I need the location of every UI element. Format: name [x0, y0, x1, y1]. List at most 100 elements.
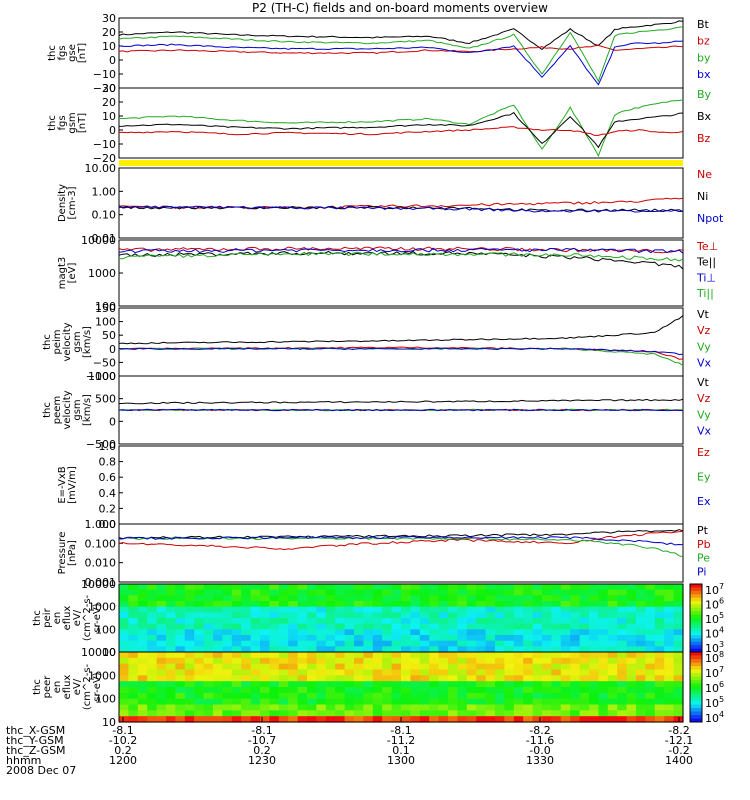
x-row-value: -8.2	[668, 724, 689, 737]
y-axis-label: gsm	[67, 112, 78, 133]
x-row-value: -12.1	[665, 734, 693, 747]
series-line-Vt	[118, 315, 684, 345]
y-tick-label: 0.10	[92, 209, 117, 222]
x-row-value: -8.1	[251, 724, 272, 737]
legend-Ex: Ex	[697, 495, 711, 508]
x-row-value: 1200	[109, 754, 137, 767]
y-axis-label: thc	[42, 402, 53, 418]
y-tick-label: 100	[95, 300, 116, 313]
series-line-Ti⊥	[118, 247, 684, 254]
series-line-Vt	[118, 398, 684, 405]
x-axis-annotation: thc_X-GSM -8.1 -8.1 -8.1 -8.2 -8.2 thc_Y-GSM -1…	[6, 717, 693, 777]
y-tick-label: −100	[86, 370, 116, 383]
legend-Pi: Pi	[697, 565, 706, 578]
panel-frame	[118, 167, 684, 239]
series-line-Vx	[119, 347, 684, 356]
y-tick-label: 0.0	[99, 518, 117, 531]
series-line-Te||	[118, 250, 684, 270]
legend-Vz: Vz	[697, 324, 711, 337]
x-row-label: hhmm	[6, 754, 41, 767]
y-tick-label: 10	[102, 646, 116, 659]
series-line-Pt	[118, 529, 684, 540]
panel-pressure: 1.000 0.100 0.010 0.001 Pressure [nPa] PtPbPeP…	[57, 518, 711, 589]
y-tick-label: 1.0	[99, 440, 117, 453]
legend-Pt: Pt	[697, 524, 709, 537]
y-tick-label: −10	[93, 68, 116, 81]
y-axis-label: eV/	[72, 678, 83, 695]
y-tick-label: 100	[95, 693, 116, 706]
y-axis-label: [nT]	[77, 43, 88, 63]
legend-Ey: Ey	[697, 470, 711, 483]
colorbar-frame	[689, 651, 703, 723]
y-axis-label: Pressure	[57, 532, 68, 575]
legend-Te⊥: Te⊥	[696, 240, 718, 253]
x-row-label: thc_X-GSM	[6, 724, 65, 737]
y-tick-label: 100	[95, 623, 116, 636]
y-tick-label: −10	[93, 138, 116, 151]
colorbar-tick: 108	[705, 650, 724, 665]
panel-frame	[118, 17, 684, 89]
legend-Bx: Bx	[697, 110, 712, 123]
y-tick-label: 10	[102, 110, 116, 123]
y-tick-label: 0	[109, 343, 116, 356]
y-tick-label: 0.4	[99, 487, 117, 500]
y-tick-label: 10	[102, 716, 116, 729]
y-axis-label: [km/s]	[82, 394, 93, 426]
y-axis-label: [mV/m]	[67, 466, 78, 504]
colorbar-tick: 104	[705, 710, 724, 725]
series-line-Vy	[118, 347, 684, 367]
y-axis-label: [nT]	[77, 113, 88, 133]
legend-Vt: Vt	[697, 376, 710, 389]
y-axis-label: gsm	[72, 331, 83, 352]
y-axis-label: peer	[42, 675, 53, 699]
series-line-Bt	[118, 20, 684, 51]
y-axis-label: [cm-3]	[67, 186, 78, 219]
y-tick-label: 0	[109, 54, 116, 67]
legend-Pb: Pb	[697, 538, 711, 551]
y-tick-label: 20	[102, 26, 116, 39]
y-axis-label: peir	[42, 607, 53, 627]
spectrogram-cells	[119, 584, 684, 653]
y-tick-label: 30	[102, 82, 116, 95]
panel-peer_spectrogram: 10000 1000 100 10 thc peer en eflux eV/(cm^2-s-s…	[32, 646, 724, 729]
panel-frame	[118, 87, 684, 159]
y-tick-label: 0	[109, 124, 116, 137]
x-row-value: -10.7	[248, 734, 276, 747]
y-tick-label: 500	[95, 393, 116, 406]
y-axis-label: velocity	[62, 390, 73, 429]
series-line-bz	[118, 44, 684, 55]
legend-by: by	[697, 51, 711, 64]
y-axis-label: sr-eV)	[92, 603, 103, 632]
y-tick-label: 30	[102, 12, 116, 25]
y-tick-label: 0.2	[99, 502, 117, 515]
x-row-value: 0.1	[392, 744, 410, 757]
x-row-value: 1330	[526, 754, 554, 767]
y-tick-label: 50	[102, 329, 116, 342]
legend-Ne: Ne	[697, 168, 712, 181]
series-line-By	[118, 99, 684, 158]
x-row-value: 0.2	[253, 744, 271, 757]
y-axis-label: fgs	[57, 115, 68, 130]
y-tick-label: 10000	[81, 578, 116, 591]
y-axis-label: (cm^2-s-	[82, 594, 93, 641]
y-axis-label: thc	[32, 610, 43, 626]
y-axis-label: peim	[52, 329, 63, 354]
y-tick-label: −20	[93, 82, 116, 95]
y-axis-label: thc	[47, 115, 58, 131]
quality-flag-bar	[119, 160, 683, 166]
colorbar-tick: 106	[705, 597, 724, 612]
series-line-Te⊥	[118, 246, 684, 254]
y-tick-label: 1000	[88, 267, 116, 280]
legend-bz: bz	[697, 35, 710, 48]
colorbar-tick: 104	[705, 626, 724, 641]
legend-Bt: Bt	[697, 18, 710, 31]
panel-density: 10.00 1.00 0.10 0.01 Density [cm-3] Ne Ni Npot	[57, 162, 724, 245]
x-row-value: 0.2	[114, 744, 132, 757]
y-axis-label: gse	[67, 44, 78, 62]
y-axis-label: thc	[47, 45, 58, 61]
y-tick-label: −50	[93, 356, 116, 369]
y-axis-label: eV/	[72, 609, 83, 626]
